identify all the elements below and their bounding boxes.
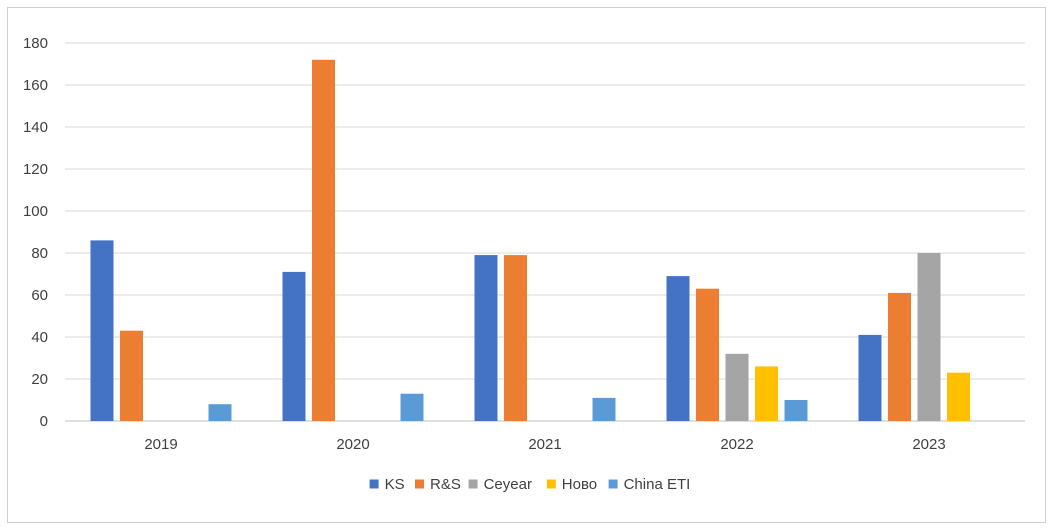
bar-ks-2021 bbox=[474, 255, 498, 421]
bar-ново-2023 bbox=[947, 372, 970, 421]
bar-china-eti-2019 bbox=[208, 404, 232, 421]
legend-swatch bbox=[468, 479, 478, 489]
bar-r-s-2022 bbox=[696, 288, 719, 421]
bar-r-s-2021 bbox=[504, 255, 527, 421]
legend-label: China ETI bbox=[624, 476, 691, 493]
legend-item: Ceyear bbox=[468, 476, 532, 493]
x-tick-label: 2020 bbox=[336, 436, 369, 453]
y-tick-label: 100 bbox=[23, 203, 48, 220]
bar-china-eti-2022 bbox=[784, 400, 808, 421]
y-tick-label: 120 bbox=[23, 161, 48, 178]
axes: 0 20 40 60 80 100 120 140 160 180 2019 2020 2021 2022… bbox=[23, 35, 946, 453]
y-tick-label: 0 bbox=[40, 413, 48, 430]
bars bbox=[90, 59, 970, 422]
legend-swatch bbox=[608, 479, 618, 489]
y-tick-label: 180 bbox=[23, 35, 48, 52]
bar-r-s-2019 bbox=[120, 330, 143, 421]
bar-ks-2022 bbox=[666, 276, 690, 421]
bar-ceyear-2023 bbox=[917, 253, 941, 421]
legend-swatch bbox=[369, 479, 379, 489]
y-tick-label: 80 bbox=[31, 245, 48, 262]
legend-swatch bbox=[415, 479, 424, 489]
x-tick-label: 2023 bbox=[912, 436, 945, 453]
y-tick-label: 140 bbox=[23, 119, 48, 136]
bar-china-eti-2021 bbox=[592, 397, 616, 421]
legend-item: R&S bbox=[415, 476, 461, 493]
legend-item: Ново bbox=[546, 476, 597, 493]
bar-china-eti-2020 bbox=[400, 393, 424, 421]
y-tick-label: 60 bbox=[31, 287, 48, 304]
y-tick-label: 160 bbox=[23, 77, 48, 94]
bar-ks-2019 bbox=[90, 240, 114, 421]
legend-label: Ceyear bbox=[484, 476, 532, 493]
bar-ks-2020 bbox=[282, 271, 306, 421]
bar-ceyear-2022 bbox=[725, 353, 749, 421]
legend-swatch bbox=[546, 479, 556, 489]
x-tick-label: 2022 bbox=[720, 436, 753, 453]
x-tick-label: 2019 bbox=[144, 436, 177, 453]
legend-label: R&S bbox=[430, 476, 461, 493]
x-tick-label: 2021 bbox=[528, 436, 561, 453]
legend-item: KS bbox=[369, 476, 405, 493]
y-tick-label: 20 bbox=[31, 371, 48, 388]
legend-label: KS bbox=[385, 476, 405, 493]
bar-ново-2022 bbox=[755, 366, 778, 421]
bar-r-s-2023 bbox=[888, 292, 911, 421]
legend: KS R&S Ceyear Ново China ETI bbox=[369, 476, 691, 493]
bar-ks-2023 bbox=[858, 334, 882, 421]
legend-item: China ETI bbox=[608, 476, 691, 493]
y-tick-label: 40 bbox=[31, 329, 48, 346]
bar-r-s-2020 bbox=[312, 59, 335, 422]
legend-label: Ново bbox=[562, 476, 597, 493]
